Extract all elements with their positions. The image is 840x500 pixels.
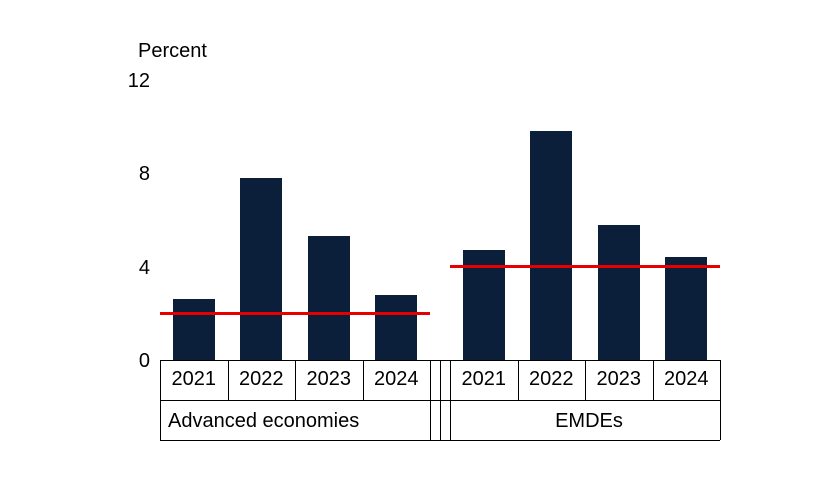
bar [375, 295, 417, 360]
y-tick-label: 8 [110, 163, 150, 186]
axis-separator [720, 360, 721, 440]
axis-separator [653, 360, 654, 400]
axis-line [160, 440, 720, 441]
x-year-label: 2022 [518, 368, 586, 391]
x-year-label: 2024 [653, 368, 721, 391]
bar [173, 299, 215, 360]
bar [240, 178, 282, 360]
x-year-label: 2024 [363, 368, 431, 391]
y-tick-label: 12 [110, 70, 150, 93]
bar [598, 225, 640, 360]
axis-separator [228, 360, 229, 400]
reference-line [160, 312, 430, 315]
axis-separator [430, 360, 431, 440]
bar [530, 131, 572, 360]
reference-line [450, 265, 720, 268]
plot-area [160, 80, 720, 360]
y-tick-label: 4 [110, 257, 150, 280]
x-year-label: 2021 [450, 368, 518, 391]
y-tick-label: 0 [110, 350, 150, 373]
axis-separator [518, 360, 519, 400]
axis-separator [295, 360, 296, 400]
axis-separator [585, 360, 586, 400]
bar [308, 236, 350, 360]
axis-separator [363, 360, 364, 400]
x-year-label: 2023 [585, 368, 653, 391]
axis-separator [440, 360, 441, 440]
x-year-label: 2023 [295, 368, 363, 391]
x-group-label: EMDEs [458, 410, 720, 433]
x-year-label: 2021 [160, 368, 228, 391]
bar [665, 257, 707, 360]
y-axis-title: Percent [138, 40, 207, 63]
axis-separator [450, 360, 451, 440]
inflation-chart: Percent 04812 2021202220232024Advanced e… [100, 40, 740, 460]
x-year-label: 2022 [228, 368, 296, 391]
x-group-label: Advanced economies [168, 410, 430, 433]
